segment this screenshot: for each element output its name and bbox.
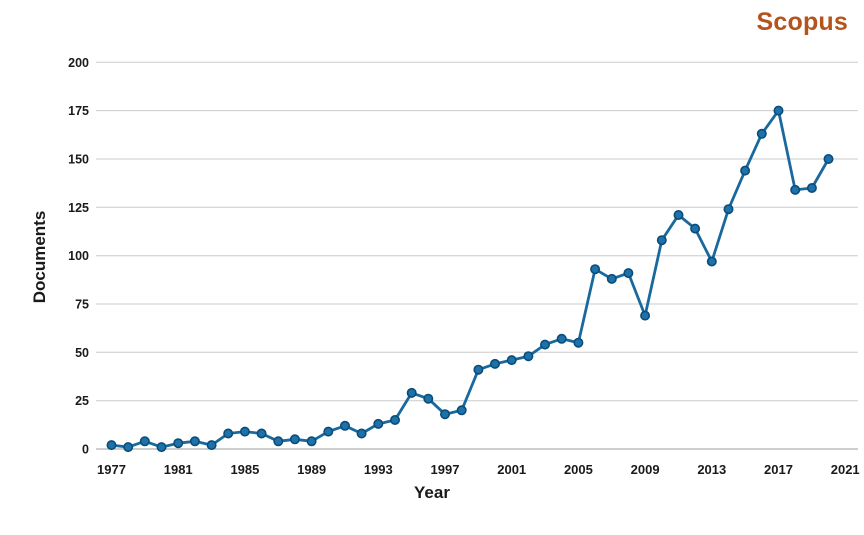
- data-point-2020[interactable]: [823, 154, 834, 165]
- x-tick-label-1977: 1977: [97, 462, 126, 477]
- data-point-2018[interactable]: [790, 184, 801, 195]
- y-tick-label-75: 75: [75, 298, 89, 312]
- data-point-1977[interactable]: [106, 440, 117, 451]
- y-tick-label-175: 175: [68, 104, 89, 118]
- x-tick-label-2021: 2021: [831, 462, 860, 477]
- data-point-2007[interactable]: [606, 273, 617, 284]
- data-point-2000[interactable]: [489, 358, 500, 369]
- x-tick-label-1981: 1981: [164, 462, 193, 477]
- data-point-1980[interactable]: [156, 442, 167, 453]
- y-tick-label-25: 25: [75, 394, 89, 408]
- data-point-1984[interactable]: [223, 428, 234, 439]
- data-point-2001[interactable]: [506, 355, 517, 366]
- data-point-1982[interactable]: [189, 436, 200, 447]
- y-tick-label-150: 150: [68, 153, 89, 167]
- data-point-1988[interactable]: [289, 434, 300, 445]
- data-point-1985[interactable]: [239, 426, 250, 437]
- data-point-1999[interactable]: [473, 364, 484, 375]
- x-tick-label-2013: 2013: [697, 462, 726, 477]
- data-point-2015[interactable]: [740, 165, 751, 176]
- y-tick-label-0: 0: [82, 443, 89, 457]
- x-tick-label-2005: 2005: [564, 462, 593, 477]
- data-point-2002[interactable]: [523, 351, 534, 362]
- data-point-1986[interactable]: [256, 428, 267, 439]
- data-point-2008[interactable]: [623, 268, 634, 279]
- data-point-2004[interactable]: [556, 333, 567, 344]
- x-tick-label-2017: 2017: [764, 462, 793, 477]
- y-tick-label-200: 200: [68, 56, 89, 70]
- x-tick-label-2009: 2009: [631, 462, 660, 477]
- data-point-2009[interactable]: [640, 310, 651, 321]
- data-point-1991[interactable]: [339, 420, 350, 431]
- data-point-2010[interactable]: [656, 235, 667, 246]
- y-tick-label-125: 125: [68, 201, 89, 215]
- data-point-1994[interactable]: [389, 414, 400, 425]
- x-tick-label-1989: 1989: [297, 462, 326, 477]
- data-point-1981[interactable]: [173, 438, 184, 449]
- y-tick-label-100: 100: [68, 249, 89, 263]
- data-point-1989[interactable]: [306, 436, 317, 447]
- data-point-1993[interactable]: [373, 418, 384, 429]
- data-point-1978[interactable]: [123, 442, 134, 453]
- data-point-1987[interactable]: [273, 436, 284, 447]
- data-point-2014[interactable]: [723, 204, 734, 215]
- x-tick-label-2001: 2001: [497, 462, 526, 477]
- x-axis-title: Year: [414, 483, 450, 502]
- data-point-2012[interactable]: [690, 223, 701, 234]
- data-point-2017[interactable]: [773, 105, 784, 116]
- trend-line: [110, 109, 830, 449]
- data-point-1998[interactable]: [456, 405, 467, 416]
- data-point-1979[interactable]: [139, 436, 150, 447]
- data-point-2011[interactable]: [673, 210, 684, 221]
- data-point-1990[interactable]: [323, 426, 334, 437]
- scopus-logo: Scopus: [756, 8, 848, 36]
- data-point-2006[interactable]: [590, 264, 601, 275]
- data-point-1995[interactable]: [406, 387, 417, 398]
- y-tick-label-50: 50: [75, 346, 89, 360]
- data-point-1997[interactable]: [439, 409, 450, 420]
- data-point-2003[interactable]: [539, 339, 550, 350]
- x-tick-label-1985: 1985: [230, 462, 259, 477]
- data-point-2019[interactable]: [806, 183, 817, 194]
- data-point-1996[interactable]: [423, 393, 434, 404]
- data-point-1983[interactable]: [206, 440, 217, 451]
- data-point-2005[interactable]: [573, 337, 584, 348]
- x-tick-label-1997: 1997: [431, 462, 460, 477]
- data-point-2013[interactable]: [706, 256, 717, 267]
- x-tick-label-1993: 1993: [364, 462, 393, 477]
- data-point-2016[interactable]: [756, 128, 767, 139]
- data-point-1992[interactable]: [356, 428, 367, 439]
